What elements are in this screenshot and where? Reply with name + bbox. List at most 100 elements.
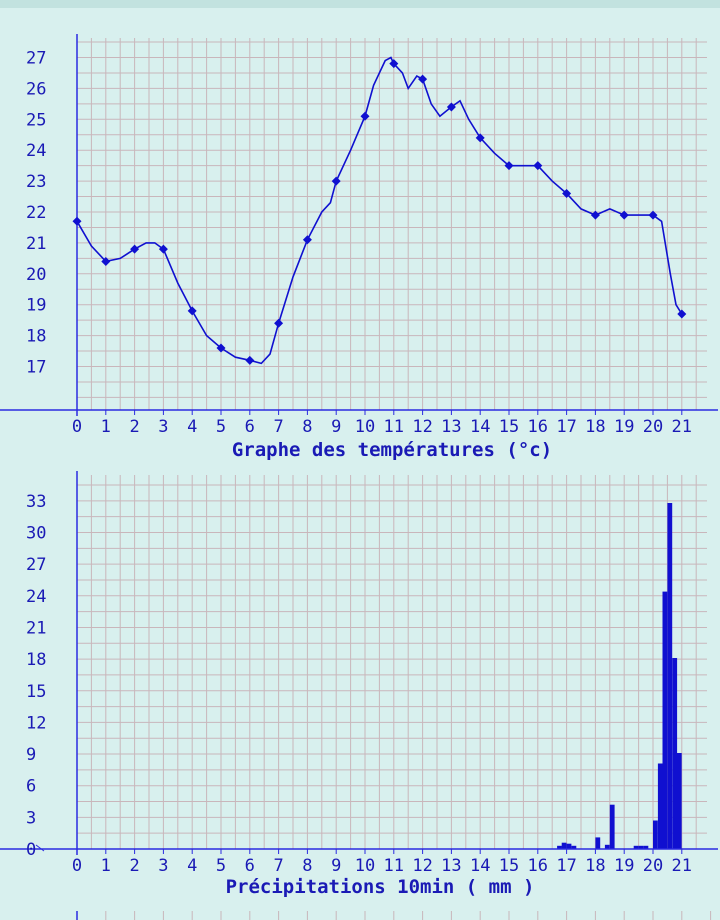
temperature-marker bbox=[533, 161, 543, 171]
temp-x-tick-label: 5 bbox=[216, 417, 226, 437]
temperature-y-ticks: 17 18 19 20 21 22 23 24 25 26 27 bbox=[26, 49, 46, 378]
rain-y-tick-label: 15 bbox=[26, 682, 46, 702]
precipitation-bar bbox=[638, 845, 644, 849]
rain-x-tick-label: 11 bbox=[384, 856, 404, 876]
temp-x-tick-label: 8 bbox=[302, 417, 312, 437]
temperature-marker bbox=[590, 210, 600, 220]
temp-x-tick-label: 14 bbox=[470, 417, 490, 437]
rain-y-tick-label: 0 bbox=[26, 840, 36, 860]
temperature-marker bbox=[389, 59, 399, 69]
temperature-marker bbox=[648, 210, 658, 220]
precipitation-bar bbox=[604, 844, 610, 849]
temperature-marker bbox=[101, 256, 111, 266]
rain-y-tick-label: 24 bbox=[26, 587, 46, 607]
precipitation-axes bbox=[0, 471, 718, 855]
temp-x-tick-label: 12 bbox=[412, 417, 432, 437]
rain-x-tick-label: 20 bbox=[643, 856, 663, 876]
temperature-markers bbox=[72, 59, 687, 365]
precipitation-grid bbox=[76, 475, 707, 850]
temperature-marker bbox=[158, 244, 168, 254]
temp-y-tick-label: 21 bbox=[26, 234, 46, 254]
top-band bbox=[0, 0, 720, 8]
temperature-marker bbox=[562, 188, 572, 198]
temperature-x-ticks: 0 1 2 3 4 5 6 7 8 9 10 11 12 13 14 15 16 17 18 19 20 21 bbox=[72, 410, 692, 437]
temp-y-tick-label: 27 bbox=[26, 49, 46, 69]
rain-y-tick-label: 12 bbox=[26, 713, 46, 733]
temp-x-tick-label: 11 bbox=[384, 417, 404, 437]
temp-y-tick-label: 19 bbox=[26, 296, 46, 316]
temperature-series-line bbox=[76, 56, 683, 365]
rain-y-tick-label: 18 bbox=[26, 650, 46, 670]
precipitation-bar bbox=[653, 820, 658, 849]
precipitation-bar bbox=[571, 845, 577, 849]
rain-x-tick-label: 9 bbox=[331, 856, 341, 876]
rain-y-tick-label: 21 bbox=[26, 618, 46, 638]
temperature-marker bbox=[72, 216, 82, 226]
rain-x-tick-label: 6 bbox=[245, 856, 255, 876]
temperature-chart-title: Graphe des températures (°c) bbox=[232, 439, 552, 461]
temp-x-tick-label: 20 bbox=[643, 417, 663, 437]
rain-x-tick-label: 2 bbox=[129, 856, 139, 876]
temp-y-tick-label: 17 bbox=[26, 358, 46, 378]
temp-x-tick-label: 3 bbox=[158, 417, 168, 437]
rain-x-tick-label: 16 bbox=[528, 856, 548, 876]
rain-y-tick-label: 3 bbox=[26, 808, 36, 828]
precipitation-bar bbox=[657, 763, 663, 849]
temperature-marker bbox=[619, 210, 629, 220]
precipitation-chart-title: Précipitations 10min ( mm ) bbox=[226, 876, 535, 898]
temp-x-tick-label: 2 bbox=[129, 417, 139, 437]
temp-x-tick-label: 4 bbox=[187, 417, 197, 437]
precipitation-bar bbox=[566, 843, 572, 849]
precipitation-bar bbox=[633, 845, 639, 849]
rain-y-tick-label: 9 bbox=[26, 745, 36, 765]
precipitation-y-ticks: 0 3 6 9 12 15 18 21 24 27 30 33 bbox=[26, 492, 46, 860]
temp-x-tick-label: 10 bbox=[355, 417, 375, 437]
temp-y-tick-label: 22 bbox=[26, 203, 46, 223]
rain-x-tick-label: 10 bbox=[355, 856, 375, 876]
rain-y-tick-label: 27 bbox=[26, 555, 46, 575]
rain-x-tick-label: 3 bbox=[158, 856, 168, 876]
temp-x-tick-label: 6 bbox=[245, 417, 255, 437]
temp-x-tick-label: 17 bbox=[556, 417, 576, 437]
rain-x-tick-label: 0 bbox=[72, 856, 82, 876]
temp-x-tick-label: 18 bbox=[585, 417, 605, 437]
temp-x-tick-label: 1 bbox=[101, 417, 111, 437]
temp-x-tick-label: 21 bbox=[672, 417, 692, 437]
rain-x-tick-label: 12 bbox=[412, 856, 432, 876]
rain-x-tick-label: 15 bbox=[499, 856, 519, 876]
temp-y-tick-label: 24 bbox=[26, 141, 46, 161]
temperature-marker bbox=[331, 176, 341, 186]
temperature-grid bbox=[76, 38, 707, 410]
rain-x-tick-label: 13 bbox=[441, 856, 461, 876]
rain-x-tick-label: 1 bbox=[101, 856, 111, 876]
precipitation-bar bbox=[557, 845, 562, 849]
precipitation-bar bbox=[595, 837, 601, 849]
rain-y-tick-label: 33 bbox=[26, 492, 46, 512]
precipitation-bar bbox=[561, 842, 567, 849]
temp-x-tick-label: 0 bbox=[72, 417, 82, 437]
temperature-marker bbox=[274, 318, 284, 328]
rain-x-tick-label: 14 bbox=[470, 856, 490, 876]
precipitation-bar bbox=[676, 753, 682, 849]
temp-y-tick-label: 18 bbox=[26, 327, 46, 347]
temperature-marker bbox=[446, 102, 456, 112]
precipitation-bar bbox=[662, 591, 668, 849]
temp-x-tick-label: 7 bbox=[273, 417, 283, 437]
rain-x-tick-label: 18 bbox=[585, 856, 605, 876]
temp-y-tick-label: 23 bbox=[26, 172, 46, 192]
temp-x-tick-label: 13 bbox=[441, 417, 461, 437]
precipitation-x-ticks: 0 1 2 3 4 5 6 7 8 9 10 11 12 13 14 15 16 17 18 19 20 21 bbox=[72, 849, 692, 876]
temp-x-tick-label: 16 bbox=[528, 417, 548, 437]
rain-x-tick-label: 4 bbox=[187, 856, 197, 876]
rain-x-tick-label: 8 bbox=[302, 856, 312, 876]
temperature-marker bbox=[418, 74, 428, 84]
precipitation-bar bbox=[643, 845, 649, 849]
temperature-marker bbox=[360, 111, 370, 121]
temp-y-tick-label: 26 bbox=[26, 79, 46, 99]
precipitation-bars bbox=[557, 503, 682, 849]
rain-x-tick-label: 7 bbox=[273, 856, 283, 876]
temp-x-tick-label: 9 bbox=[331, 417, 341, 437]
